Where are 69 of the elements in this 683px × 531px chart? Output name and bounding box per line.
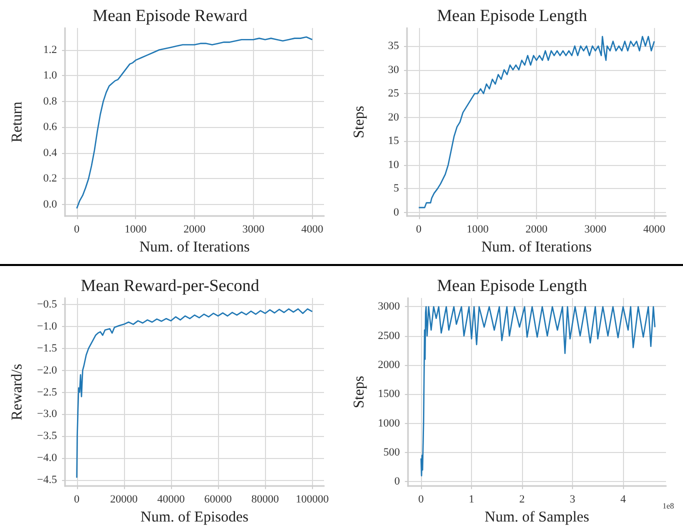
y-tick-label: 500	[383, 446, 400, 458]
x-tick-label: 0	[74, 224, 80, 236]
x-tick-label: 3	[570, 494, 576, 506]
x-tick-label: 60000	[204, 494, 232, 506]
y-tick-label: −2.0	[37, 364, 58, 376]
y-tick-label: 3000	[378, 300, 400, 313]
y-tick-label: −1.0	[37, 320, 58, 332]
y-axis-title: Steps	[352, 376, 368, 408]
y-tick-label: 15	[388, 135, 400, 148]
line-series	[418, 36, 655, 208]
y-tick-label: 35	[388, 40, 400, 52]
chart-title: Mean Episode Reward	[92, 6, 248, 25]
y-tick-label: 25	[388, 88, 400, 100]
x-tick-label: 1000	[466, 224, 490, 236]
y-tick-label: 0	[394, 206, 400, 218]
y-tick-label: −2.5	[37, 386, 58, 398]
x-axis-title: Num. of Episodes	[140, 510, 249, 526]
x-tick-label: 4000	[643, 224, 666, 236]
y-tick-label: 0.6	[43, 121, 58, 134]
line-series	[420, 306, 656, 476]
x-tick-label: 2000	[526, 224, 548, 236]
y-tick-label: −3.5	[37, 430, 58, 442]
x-tick-label: 4	[620, 494, 626, 506]
chart-title: Mean Reward-per-Second	[80, 276, 260, 295]
y-tick-label: −4.5	[37, 474, 58, 486]
y-tick-label: 1.0	[43, 70, 58, 82]
y-tick-label: 0.2	[43, 172, 57, 185]
y-tick-label: 1000	[378, 417, 400, 430]
y-tick-label: 2000	[378, 359, 400, 372]
y-tick-label: 0.0	[43, 198, 58, 211]
x-tick-label: 1000	[124, 224, 148, 236]
y-tick-label: 30	[388, 64, 400, 76]
x-tick-label: 1	[468, 494, 474, 506]
x-tick-label: 3000	[584, 224, 607, 236]
x-tick-label: 2000	[184, 224, 206, 236]
chart-title: Mean Episode Length	[436, 276, 588, 295]
x-tick-label: 40000	[157, 494, 186, 506]
y-tick-label: 1500	[378, 388, 400, 400]
x-tick-label: 2	[519, 494, 525, 506]
y-tick-label: 0	[394, 476, 400, 488]
x-tick-label: 20000	[110, 494, 138, 506]
x-axis-title: Num. of Iterations	[481, 240, 592, 256]
line-series	[76, 36, 313, 210]
y-tick-label: −1.5	[37, 342, 58, 354]
chart-title: Mean Episode Length	[436, 6, 588, 25]
y-axis-title: Steps	[352, 106, 368, 138]
x-tick-label: 80000	[251, 494, 280, 506]
y-tick-label: 1.2	[43, 44, 57, 56]
x-tick-label: 0	[418, 494, 424, 506]
y-tick-label: 0.8	[43, 95, 58, 108]
x-tick-label: 0	[416, 224, 422, 236]
x-axis-title: Num. of Iterations	[139, 240, 250, 256]
text: 1e8	[662, 502, 674, 510]
y-tick-label: −3.0	[37, 408, 58, 420]
y-tick-label: −4.0	[37, 452, 58, 464]
y-tick-label: 10	[388, 158, 400, 171]
x-tick-label: 100000	[296, 494, 330, 506]
x-tick-label: 3000	[242, 224, 265, 236]
x-tick-label: 4000	[301, 224, 324, 236]
x-axis-title: Num. of Samples	[484, 510, 590, 526]
y-tick-label: 5	[394, 182, 400, 195]
line-series	[76, 308, 313, 478]
x-tick-label: 0	[74, 494, 80, 506]
y-axis-title: Reward/s	[10, 364, 26, 420]
y-tick-label: −0.5	[37, 298, 58, 311]
y-tick-label: 0.4	[43, 146, 58, 159]
y-tick-label: 20	[388, 111, 400, 124]
y-axis-title: Return	[10, 101, 26, 142]
y-tick-label: 2500	[378, 330, 400, 342]
